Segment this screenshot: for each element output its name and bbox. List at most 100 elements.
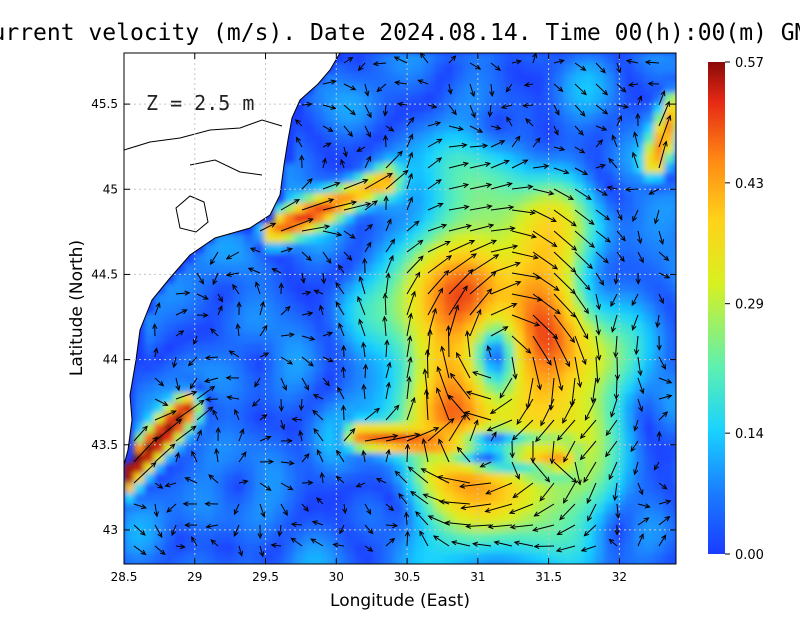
speed-cell [474,373,485,384]
speed-cell [514,303,525,314]
speed-cell [174,413,185,424]
speed-cell [434,543,445,554]
velocity-arrow [658,90,666,106]
speed-cell [444,473,455,484]
speed-cell [294,533,305,544]
speed-cell [344,553,355,564]
speed-cell [214,323,225,334]
speed-cell [634,373,645,384]
speed-cell [424,133,435,144]
speed-cell [624,373,635,384]
speed-cell [274,323,285,334]
speed-cell [274,293,285,304]
velocity-arrow [225,271,240,278]
speed-cell [374,523,385,534]
velocity-arrow [364,223,373,232]
speed-cell [664,293,675,304]
speed-cell [424,93,435,104]
velocity-arrow [205,523,219,529]
speed-cell [434,113,445,124]
speed-cell [344,223,355,234]
velocity-arrow [469,308,482,337]
speed-cell [334,443,345,454]
speed-cell [284,443,295,454]
speed-cell [674,63,676,74]
velocity-arrow [490,431,497,442]
speed-cell [604,433,615,444]
speed-cell [234,393,245,404]
speed-cell [334,63,345,74]
speed-cell [664,393,675,404]
velocity-arrow [406,375,412,400]
speed-cell [374,533,385,544]
speed-cell [414,163,425,174]
speed-cell [514,323,525,334]
speed-cell [604,143,615,154]
velocity-arrow [655,314,661,329]
speed-cell [444,563,455,564]
colorbar-ticks: 0.000.140.290.430.57 [725,56,764,563]
speed-cell [404,433,415,444]
velocity-arrow [406,335,413,358]
speed-cell [564,333,575,344]
speed-cell [464,513,475,524]
speed-cell [654,213,665,224]
speed-cell [454,383,465,394]
speed-cell [424,263,435,274]
speed-cell [414,323,425,334]
speed-cell [604,483,615,494]
velocity-arrow [340,366,347,379]
speed-cell [444,383,455,394]
speed-cell [254,293,265,304]
speed-cell [504,213,515,224]
speed-cell [334,203,345,214]
speed-cell [634,53,645,64]
speed-cell [644,133,655,144]
velocity-arrow [259,459,275,465]
speed-cell [314,503,325,514]
velocity-arrow [301,101,313,108]
speed-cell [504,423,515,434]
speed-cell [224,263,235,274]
speed-cell [674,73,676,84]
velocity-arrow [294,119,303,127]
speed-cell [434,283,445,294]
speed-cell [544,553,555,564]
speed-cell [584,473,595,484]
velocity-arrow [191,450,198,463]
speed-cell [594,163,605,174]
speed-cell [314,563,325,564]
speed-cell [634,283,645,294]
speed-cell [594,243,605,254]
speed-cell [484,133,495,144]
speed-cell [254,243,265,254]
speed-cell [544,153,555,164]
speed-cell [474,263,485,274]
velocity-arrow [606,185,618,191]
speed-cell [424,453,435,464]
speed-cell [534,473,545,484]
velocity-arrow [406,271,421,295]
speed-cell [484,173,495,184]
speed-cell [214,423,225,434]
speed-cell [414,253,425,264]
velocity-arrow [516,398,534,426]
velocity-arrow [249,247,261,253]
speed-cell [444,523,455,534]
speed-cell [644,93,655,104]
speed-cell [164,513,175,524]
speed-cell [564,143,575,154]
speed-cell [594,293,605,304]
velocity-arrow [423,388,430,421]
speed-cell [574,63,585,74]
speed-cell [634,163,645,174]
speed-cell [324,143,335,154]
velocity-arrow [238,479,249,485]
speed-cell [234,523,245,534]
speed-cell [504,83,515,94]
speed-cell [484,313,495,324]
speed-cell [224,403,235,414]
speed-cell [464,523,475,534]
speed-cell [204,503,215,514]
speed-cell [424,173,435,184]
